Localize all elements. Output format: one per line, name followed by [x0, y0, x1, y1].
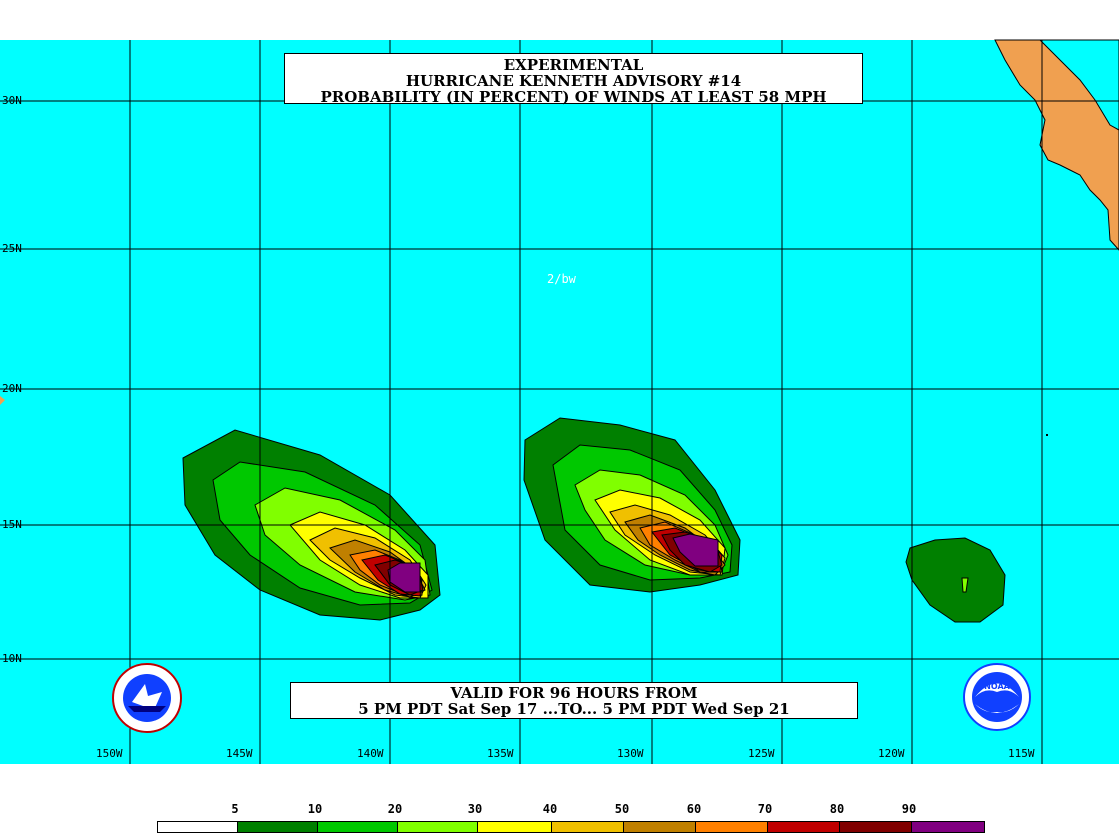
legend-color-bar [157, 821, 985, 833]
valid-period-box: VALID FOR 96 HOURS FROM 5 PM PDT Sat Sep… [290, 682, 858, 719]
lat-label-25n: 25N [2, 242, 22, 255]
lon-label-135w: 135W [487, 747, 514, 760]
legend-swatch [238, 822, 318, 832]
lat-label-10n: 10N [2, 652, 22, 665]
title-line-3: PROBABILITY (IN PERCENT) OF WINDS AT LEA… [320, 88, 827, 106]
valid-line-2: 5 PM PDT Sat Sep 17 ...TO... 5 PM PDT We… [358, 700, 790, 718]
ocean [0, 40, 1119, 764]
legend-swatch [552, 822, 624, 832]
legend-label-5: 5 [231, 802, 239, 816]
lon-label-120w: 120W [878, 747, 905, 760]
lon-label-130w: 130W [617, 747, 644, 760]
land-sea-of-cortez [1038, 39, 1119, 131]
legend-label-80: 80 [829, 802, 845, 816]
legend-label-90: 90 [901, 802, 917, 816]
legend-swatch [158, 822, 238, 832]
legend-label-40: 40 [542, 802, 558, 816]
lat-label-30n: 30N [2, 94, 22, 107]
legend-swatch [840, 822, 912, 832]
legend-swatch [624, 822, 696, 832]
wind-probability-area-2 [523, 417, 741, 593]
svg-text:NOAA: NOAA [984, 682, 1010, 691]
nws-logo [112, 663, 182, 733]
lat-label-15n: 15N [2, 518, 22, 531]
legend-label-60: 60 [686, 802, 702, 816]
legend-label-50: 50 [614, 802, 630, 816]
wind-probability-area-3 [905, 537, 1006, 623]
legend-swatch [478, 822, 552, 832]
map-title-box: EXPERIMENTAL HURRICANE KENNETH ADVISORY … [284, 53, 863, 106]
noaa-logo: NOAA [963, 663, 1031, 731]
legend-swatch [398, 822, 478, 832]
land-baja [994, 39, 1119, 251]
lon-label-150w: 150W [96, 747, 123, 760]
legend-label-10: 10 [307, 802, 323, 816]
wind-probability-area-1 [182, 429, 441, 621]
legend-swatch [912, 822, 984, 832]
valid-line-1: VALID FOR 96 HOURS FROM [450, 684, 698, 702]
legend-swatch [768, 822, 840, 832]
land-hawaii-edge [0, 396, 5, 405]
lon-label-140w: 140W [357, 747, 384, 760]
lon-label-115w: 115W [1008, 747, 1035, 760]
legend-label-20: 20 [387, 802, 403, 816]
legend-swatch [696, 822, 768, 832]
title-line-1: EXPERIMENTAL [503, 56, 644, 74]
legend-swatch [318, 822, 398, 832]
title-line-2: HURRICANE KENNETH ADVISORY #14 [405, 72, 742, 90]
lon-label-145w: 145W [226, 747, 253, 760]
analyst-tag: 2/bw [547, 272, 576, 286]
lat-label-20n: 20N [2, 382, 22, 395]
legend-label-30: 30 [467, 802, 483, 816]
legend-label-70: 70 [757, 802, 773, 816]
lon-label-125w: 125W [748, 747, 775, 760]
